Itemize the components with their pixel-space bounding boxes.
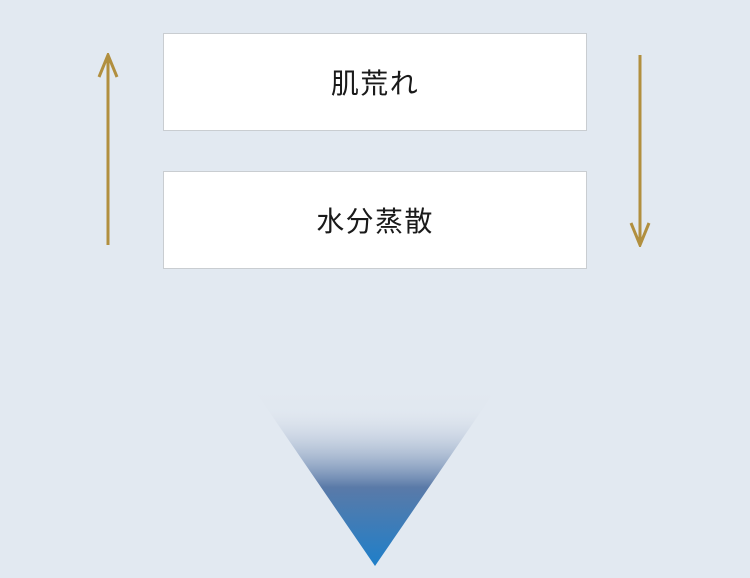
box1-label: 肌荒れ <box>331 62 419 102</box>
box2: 水分蒸散 <box>163 171 587 269</box>
arrow-left-up <box>86 53 130 247</box>
gradient-triangle <box>255 391 495 566</box>
arrow-right-down <box>618 53 662 247</box>
diagram-canvas: 肌荒れ水分蒸散 <box>0 0 750 578</box>
box1: 肌荒れ <box>163 33 587 131</box>
box2-label: 水分蒸散 <box>316 200 434 240</box>
